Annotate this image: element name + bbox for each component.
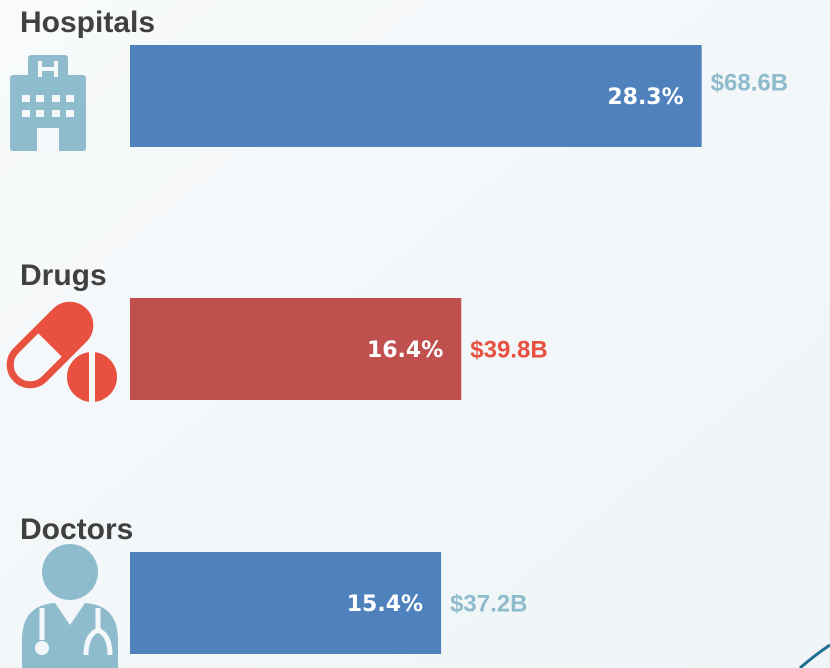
value-label: 28.3% bbox=[607, 85, 683, 110]
doctor-icon bbox=[22, 544, 118, 668]
category-label: Drugs bbox=[20, 259, 107, 292]
bar bbox=[130, 298, 462, 400]
hospital-icon bbox=[10, 55, 86, 151]
amount-label: $39.8B bbox=[470, 336, 547, 363]
category-label: Hospitals bbox=[20, 6, 155, 39]
bar bbox=[130, 552, 442, 654]
amount-label: $68.6B bbox=[711, 69, 788, 96]
pills-icon bbox=[6, 301, 117, 404]
corner-swoosh bbox=[799, 643, 830, 668]
amount-label: $37.2B bbox=[450, 590, 527, 617]
value-label: 16.4% bbox=[367, 338, 443, 363]
value-label: 15.4% bbox=[347, 592, 423, 617]
bar bbox=[130, 45, 702, 147]
category-label: Doctors bbox=[20, 513, 133, 546]
